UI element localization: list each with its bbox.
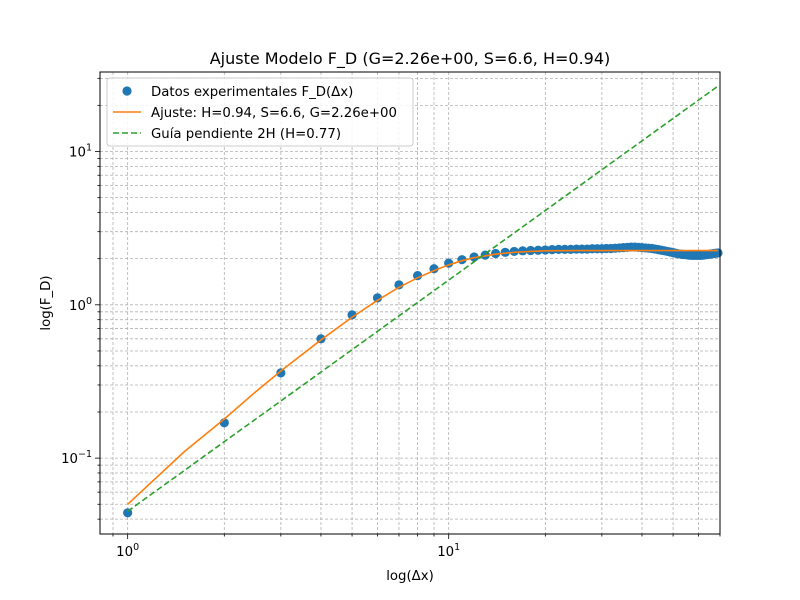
y-tick-label: 10−1 (61, 449, 92, 467)
x-axis-label: log(Δx) (386, 569, 434, 584)
ticks: 100 101 10−1 100 101 (61, 77, 721, 560)
legend-label: Guía pendiente 2H (H=0.77) (151, 126, 341, 142)
x-tick-label: 101 (437, 542, 460, 560)
chart-title: Ajuste Modelo F_D (G=2.26e+00, S=6.6, H=… (210, 49, 611, 69)
data-point (713, 248, 723, 258)
legend: Datos experimentales F_D(Δx) Ajuste: H=0.… (106, 77, 414, 147)
data-point (509, 246, 519, 257)
data-point (526, 245, 536, 256)
data-point (533, 245, 543, 255)
y-tick-label: 101 (69, 142, 92, 160)
x-tick-label: 100 (116, 542, 139, 560)
data-point (394, 280, 404, 290)
data-point (372, 293, 383, 303)
data-point (500, 247, 510, 257)
data-point (276, 368, 286, 378)
legend-label: Datos experimentales F_D(Δx) (151, 85, 353, 100)
axes-frame (99, 71, 721, 535)
data-point (547, 245, 557, 255)
legend-box (106, 77, 414, 147)
grid (100, 72, 721, 534)
y-axis-label: log(F_D) (39, 275, 54, 330)
data-point (347, 310, 357, 320)
data-point (518, 246, 528, 256)
fit-line-series (127, 249, 718, 505)
data-point (412, 271, 423, 281)
guide-line-series (127, 85, 719, 512)
data-point (540, 245, 550, 255)
legend-marker (122, 86, 132, 96)
legend-label: Ajuste: H=0.94, S=6.6, G=2.26e+00 (151, 106, 397, 121)
y-tick-label: 100 (69, 296, 92, 314)
plot-area (123, 85, 723, 518)
